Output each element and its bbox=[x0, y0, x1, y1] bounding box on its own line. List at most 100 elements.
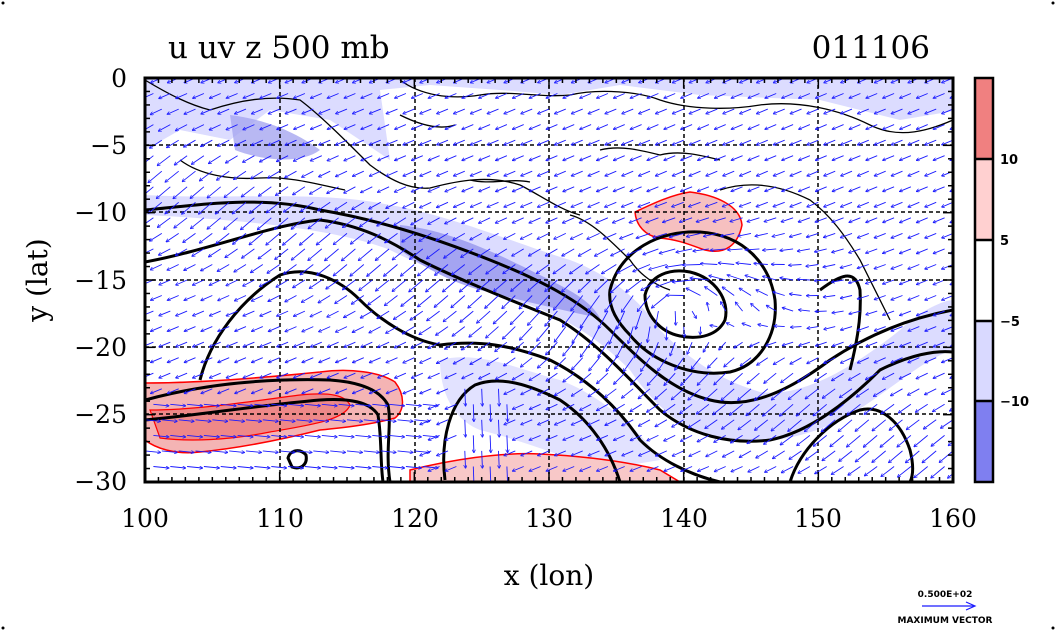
wind-vector bbox=[563, 124, 575, 130]
wind-vector bbox=[554, 232, 566, 239]
wind-vector bbox=[751, 304, 760, 312]
wind-vector bbox=[420, 357, 432, 363]
wind-vector bbox=[934, 279, 945, 285]
wind-vector bbox=[866, 248, 878, 253]
wind-vector bbox=[504, 108, 516, 114]
wind-vector bbox=[841, 201, 853, 207]
wind-vector bbox=[555, 201, 566, 207]
wind-vector bbox=[334, 264, 348, 276]
wind-vector bbox=[311, 372, 322, 378]
wind-vector bbox=[841, 232, 853, 237]
wind-vector bbox=[908, 295, 920, 300]
wind-vector bbox=[709, 276, 726, 281]
wind-vector bbox=[325, 248, 339, 261]
wind-vector bbox=[393, 248, 407, 260]
wind-vector bbox=[634, 342, 643, 357]
wind-vector bbox=[636, 310, 643, 329]
wind-vector bbox=[579, 248, 592, 256]
wind-vector bbox=[158, 155, 171, 166]
wind-vector bbox=[741, 357, 752, 366]
wind-vector bbox=[555, 326, 567, 342]
wind-vector bbox=[269, 326, 280, 332]
wind-vector bbox=[538, 232, 550, 239]
wind-vector bbox=[145, 295, 146, 296]
wind-vector bbox=[756, 290, 768, 296]
wind-vector bbox=[774, 108, 785, 114]
wind-vector bbox=[210, 372, 221, 378]
wind-vector bbox=[367, 264, 381, 277]
wind-vector bbox=[394, 217, 407, 225]
wind-vector bbox=[403, 170, 415, 176]
wind-vector bbox=[227, 310, 238, 316]
wind-vector bbox=[496, 124, 508, 130]
colorbar-swatch-low bbox=[975, 401, 993, 482]
wind-vector bbox=[507, 404, 508, 421]
wind-vector bbox=[311, 93, 322, 99]
wind-vector bbox=[892, 139, 903, 145]
wind-vector bbox=[925, 232, 937, 238]
wind-vector bbox=[319, 139, 331, 145]
wind-vector bbox=[336, 170, 348, 176]
wind-vector bbox=[824, 232, 836, 237]
wind-vector bbox=[581, 310, 592, 327]
wind-vector bbox=[648, 155, 659, 161]
wind-vector bbox=[597, 93, 609, 99]
wind-vector bbox=[252, 388, 263, 394]
wind-vector bbox=[454, 139, 465, 145]
wind-vector bbox=[521, 232, 533, 239]
colorbar-swatch-mid-high bbox=[975, 159, 993, 240]
wind-vector bbox=[208, 217, 221, 229]
wind-vector bbox=[767, 306, 777, 312]
wind-vector bbox=[286, 139, 297, 145]
wind-vector bbox=[368, 233, 381, 243]
wind-vector bbox=[403, 139, 415, 145]
wind-vector bbox=[755, 388, 769, 400]
wind-vector bbox=[614, 124, 625, 130]
wind-vector bbox=[609, 326, 617, 344]
wind-vector bbox=[736, 303, 743, 312]
wind-vector bbox=[241, 217, 255, 230]
wind-vector bbox=[875, 232, 886, 237]
light-blue-band bbox=[145, 195, 953, 442]
wind-vector bbox=[412, 93, 423, 99]
wind-vector bbox=[412, 186, 423, 192]
wind-vector bbox=[858, 170, 869, 176]
wind-vector bbox=[159, 341, 171, 347]
wind-vector bbox=[446, 155, 457, 161]
wind-vector bbox=[710, 325, 718, 326]
wind-vector bbox=[773, 292, 785, 296]
wind-vector bbox=[616, 341, 626, 357]
wind-vector bbox=[336, 139, 348, 145]
wind-vector bbox=[252, 326, 263, 332]
wind-vector bbox=[519, 295, 533, 309]
wind-vector bbox=[378, 341, 390, 347]
light-blue-south bbox=[440, 357, 660, 470]
dark-blue-west bbox=[230, 115, 320, 160]
wind-vector bbox=[925, 326, 937, 332]
wind-vector bbox=[225, 186, 238, 197]
wind-vector bbox=[563, 403, 575, 409]
wind-vector bbox=[302, 139, 314, 145]
wind-vector bbox=[462, 124, 474, 130]
wind-vector bbox=[176, 248, 188, 256]
wind-vector bbox=[816, 155, 827, 161]
wind-vector bbox=[746, 249, 760, 250]
wind-vector bbox=[378, 372, 390, 378]
wind-vector bbox=[401, 264, 415, 276]
wind-vector bbox=[537, 295, 550, 310]
wind-vector bbox=[378, 124, 390, 130]
wind-vector bbox=[513, 186, 524, 192]
wind-vector bbox=[411, 310, 424, 320]
wind-vector bbox=[437, 201, 449, 207]
wind-vector bbox=[866, 155, 878, 161]
wind-vector bbox=[317, 233, 331, 244]
wind-vector bbox=[892, 170, 903, 176]
wind-vector bbox=[159, 93, 171, 99]
wind-vector bbox=[766, 341, 777, 345]
wind-vector bbox=[563, 186, 575, 192]
wind-vector bbox=[328, 341, 339, 347]
wind-vector bbox=[260, 372, 272, 378]
wind-vector bbox=[462, 186, 474, 192]
wind-vector bbox=[715, 124, 726, 130]
wind-vector bbox=[153, 404, 168, 406]
